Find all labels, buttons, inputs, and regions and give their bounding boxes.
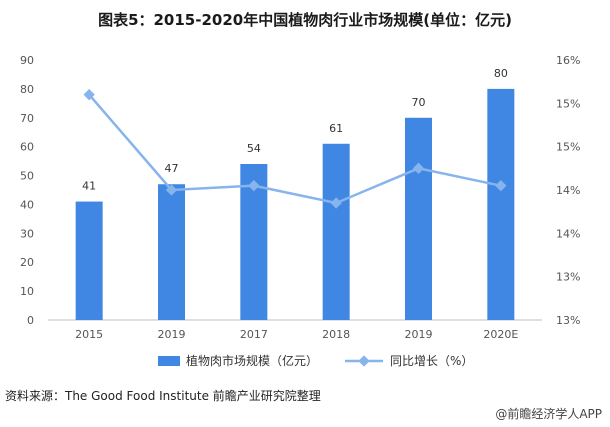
left-tick-label: 10 bbox=[20, 285, 34, 298]
combo-chart: 0 10 20 30 40 50 60 70 80 90 13% 13% 14% 14% 15% 15% 16… bbox=[20, 54, 580, 368]
growth-point bbox=[412, 162, 425, 174]
legend-line-marker bbox=[358, 355, 370, 367]
legend-line-label: 同比增长（%） bbox=[390, 354, 473, 368]
left-tick-label: 70 bbox=[20, 112, 34, 125]
bar bbox=[405, 117, 432, 321]
right-tick-label: 14% bbox=[556, 184, 580, 197]
growth-point bbox=[248, 180, 260, 192]
source-note: 资料来源：The Good Food Institute 前瞻产业研究院整理 bbox=[5, 389, 321, 403]
bar bbox=[75, 201, 103, 320]
x-tick-label: 2015 bbox=[75, 328, 103, 341]
x-tick-label: 2020E bbox=[483, 328, 518, 341]
bar-value-label: 54 bbox=[247, 142, 261, 155]
growth-point bbox=[165, 184, 178, 196]
left-tick-label: 40 bbox=[20, 198, 34, 211]
x-axis-labels: 2015 2019 2017 2018 2019 2020E bbox=[75, 328, 518, 341]
bar-value-label: 61 bbox=[329, 122, 343, 135]
line-series bbox=[83, 89, 507, 209]
bar-value-label: 70 bbox=[412, 96, 426, 109]
right-tick-label: 13% bbox=[556, 271, 580, 284]
bar bbox=[322, 143, 350, 320]
bar bbox=[487, 88, 515, 320]
right-tick-label: 15% bbox=[556, 97, 580, 110]
left-tick-label: 30 bbox=[20, 227, 34, 240]
growth-point bbox=[495, 180, 507, 192]
right-tick-label: 13% bbox=[556, 314, 580, 327]
left-tick-label: 0 bbox=[27, 314, 34, 327]
left-tick-label: 80 bbox=[20, 83, 34, 96]
bar-series bbox=[75, 88, 515, 321]
bar-value-label: 47 bbox=[165, 162, 179, 175]
left-tick-label: 90 bbox=[20, 54, 34, 67]
left-axis: 0 10 20 30 40 50 60 70 80 90 bbox=[20, 54, 34, 327]
chart-title: 图表5：2015-2020年中国植物肉行业市场规模(单位：亿元) bbox=[98, 11, 512, 29]
right-axis: 13% 13% 14% 14% 15% 15% 16% bbox=[556, 54, 580, 327]
left-tick-label: 20 bbox=[20, 256, 34, 269]
x-tick-label: 2019 bbox=[158, 328, 186, 341]
legend-bar-label: 植物肉市场规模（亿元） bbox=[186, 353, 318, 368]
left-tick-label: 50 bbox=[20, 170, 34, 183]
growth-point bbox=[330, 197, 342, 209]
bar-value-labels: 41 47 54 61 70 80 bbox=[82, 67, 508, 193]
growth-line bbox=[88, 93, 502, 205]
legend-bar-swatch bbox=[158, 356, 180, 366]
bar-value-label: 80 bbox=[494, 67, 508, 80]
brand-credit: @前瞻经济学人APP bbox=[495, 407, 602, 421]
bar-value-label: 41 bbox=[82, 180, 96, 193]
bar bbox=[158, 184, 185, 320]
legend: 植物肉市场规模（亿元） 同比增长（%） bbox=[158, 353, 473, 368]
x-tick-label: 2019 bbox=[405, 328, 433, 341]
left-tick-label: 60 bbox=[20, 141, 34, 154]
x-tick-label: 2018 bbox=[322, 328, 350, 341]
right-tick-label: 14% bbox=[556, 227, 580, 240]
right-tick-label: 15% bbox=[556, 141, 580, 154]
right-tick-label: 16% bbox=[556, 54, 580, 67]
x-tick-label: 2017 bbox=[240, 328, 268, 341]
